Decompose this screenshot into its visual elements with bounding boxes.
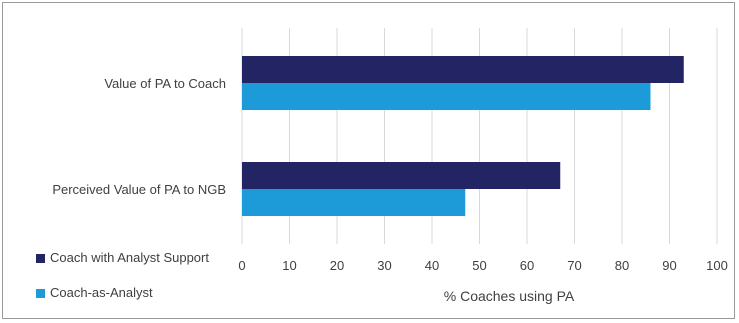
- x-tick-labels: 0 10 20 30 40 50 60 70 80 90 100: [238, 258, 727, 273]
- category-labels: Value of PA to Coach Perceived Value of P…: [52, 76, 226, 197]
- x-tick-label: 100: [706, 258, 728, 273]
- x-tick-label: 0: [238, 258, 245, 273]
- bar-coach-as-analyst-1: [242, 189, 466, 216]
- legend-label: Coach-as-Analyst: [50, 285, 153, 300]
- x-tick-label: 80: [615, 258, 629, 273]
- legend: Coach with Analyst Support Coach-as-Analy…: [36, 250, 209, 300]
- bars: [242, 56, 684, 216]
- legend-label: Coach with Analyst Support: [50, 250, 209, 265]
- chart-frame: [2, 2, 735, 319]
- x-tick-label: 40: [425, 258, 439, 273]
- x-tick-label: 60: [520, 258, 534, 273]
- x-tick-label: 30: [377, 258, 391, 273]
- x-tick-label: 10: [282, 258, 296, 273]
- bar-analyst-support-0: [242, 56, 684, 83]
- category-label: Value of PA to Coach: [104, 76, 226, 91]
- x-axis-title: % Coaches using PA: [444, 288, 575, 304]
- legend-swatch: [36, 289, 45, 298]
- x-tick-label: 70: [567, 258, 581, 273]
- x-tick-label: 50: [472, 258, 486, 273]
- x-tick-label: 90: [662, 258, 676, 273]
- bar-analyst-support-1: [242, 162, 561, 189]
- x-tick-label: 20: [330, 258, 344, 273]
- bar-coach-as-analyst-0: [242, 83, 651, 110]
- legend-swatch: [36, 254, 45, 263]
- category-label: Perceived Value of PA to NGB: [52, 182, 226, 197]
